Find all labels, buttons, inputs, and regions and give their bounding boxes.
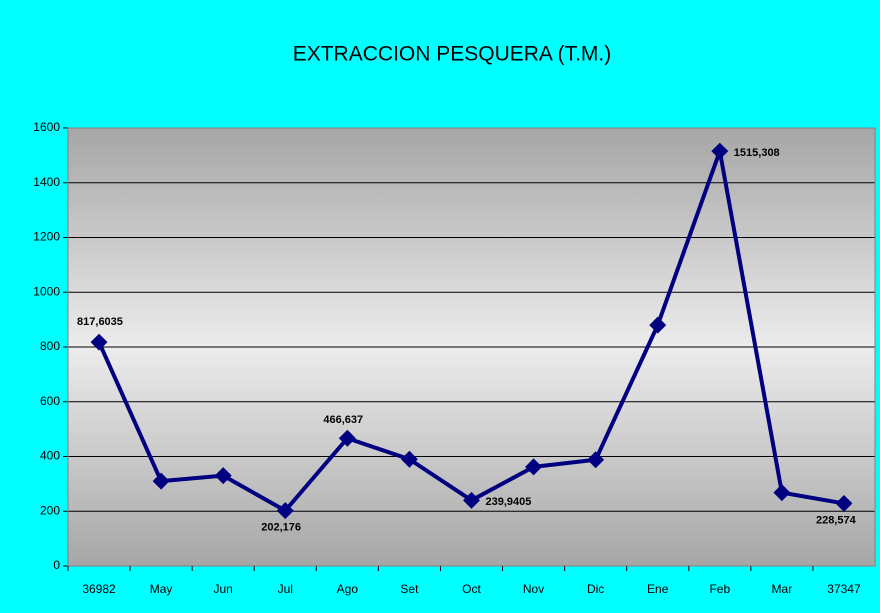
y-tick-label: 200: [40, 503, 60, 517]
x-tick-label: Feb: [709, 582, 730, 596]
chart-title: EXTRACCION PESQUERA (T.M.): [293, 43, 612, 66]
x-tick-label: Set: [400, 582, 419, 596]
data-label: 1515,308: [734, 147, 780, 159]
x-tick-label: Oct: [462, 582, 481, 596]
marker: [214, 467, 232, 485]
x-tick-label: Jun: [214, 582, 233, 596]
data-label: 466,637: [323, 414, 363, 426]
y-tick-label: 1400: [33, 175, 60, 189]
x-tick-label: Mar: [772, 582, 793, 596]
y-tick-label: 1600: [33, 120, 60, 134]
marker: [338, 429, 356, 447]
marker: [463, 491, 480, 509]
y-tick-label: 400: [40, 449, 60, 463]
y-tick-label: 600: [40, 394, 60, 408]
x-tick-label: Dic: [587, 582, 604, 596]
marker: [525, 458, 543, 476]
marker: [711, 142, 729, 160]
data-label: 817,6035: [77, 316, 123, 328]
data-label: 228,574: [816, 514, 857, 526]
marker: [649, 316, 667, 334]
marker: [90, 333, 108, 351]
marker: [835, 494, 853, 512]
x-tick-label: 37347: [827, 582, 861, 596]
y-tick-label: 1200: [33, 230, 60, 244]
x-tick-label: Nov: [523, 582, 544, 596]
y-tick-label: 0: [53, 558, 60, 572]
marker: [152, 472, 170, 490]
x-tick-label: Ene: [647, 582, 669, 596]
marker: [587, 451, 605, 469]
marker: [773, 484, 791, 502]
plot-border: [67, 127, 876, 567]
y-tick-label: 1000: [33, 284, 60, 298]
y-tick-label: 800: [40, 339, 60, 353]
x-tick-label: May: [150, 582, 173, 596]
data-label: 239,9405: [486, 496, 532, 508]
x-tick-label: 36982: [82, 582, 116, 596]
x-tick-label: Ago: [337, 582, 359, 596]
data-label: 202,176: [261, 522, 301, 534]
x-tick-label: Jul: [278, 582, 293, 596]
marker: [400, 450, 418, 468]
